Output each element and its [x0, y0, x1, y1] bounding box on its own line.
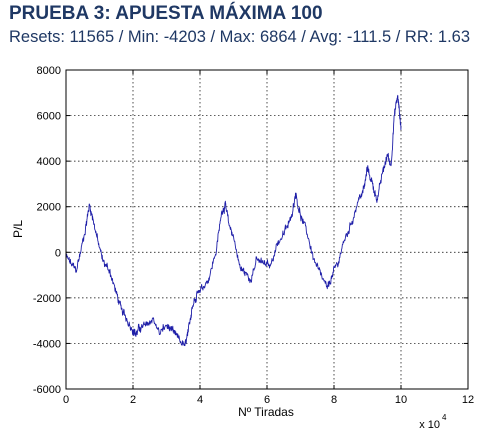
y-tick-label: 0 — [55, 247, 61, 259]
y-axis-label: P/L — [11, 220, 25, 238]
y-tick-label: 8000 — [37, 65, 61, 77]
series-line — [65, 94, 402, 347]
x-tick-label: 8 — [331, 394, 337, 406]
x-tick-label: 0 — [63, 394, 69, 406]
x-multiplier-base: x 10 — [419, 419, 440, 431]
plot-frame — [65, 69, 469, 390]
chart-subtitle: Resets: 11565 / Min: -4203 / Max: 6864 /… — [9, 28, 471, 46]
y-tick-label: -6000 — [33, 384, 61, 396]
x-axis-multiplier-exponent: 4 — [442, 413, 447, 422]
x-tick-label: 12 — [462, 394, 474, 406]
y-tick-label: 6000 — [37, 111, 61, 123]
y-tick-labels: -6000 -4000 -2000 0 2000 4000 6000 8000 — [33, 65, 61, 396]
grid-lines — [66, 70, 468, 389]
x-tick-label: 6 — [264, 394, 270, 406]
y-tick-label: -2000 — [33, 293, 61, 305]
x-tick-labels: 0 2 4 6 8 10 12 — [63, 394, 474, 406]
y-tick-label: -4000 — [33, 338, 61, 350]
x-tick-label: 10 — [395, 394, 407, 406]
chart-title: PRUEBA 3: APUESTA MÁXIMA 100 — [9, 3, 323, 24]
x-tick-label: 4 — [197, 394, 203, 406]
y-tick-label: 4000 — [37, 156, 61, 168]
series-group — [65, 94, 402, 347]
x-tick-label: 2 — [130, 394, 136, 406]
y-tick-label: 2000 — [37, 202, 61, 214]
x-axis-multiplier: x 10 — [419, 419, 440, 431]
x-axis-label: Nº Tiradas — [238, 405, 294, 419]
tick-marks — [65, 69, 469, 390]
